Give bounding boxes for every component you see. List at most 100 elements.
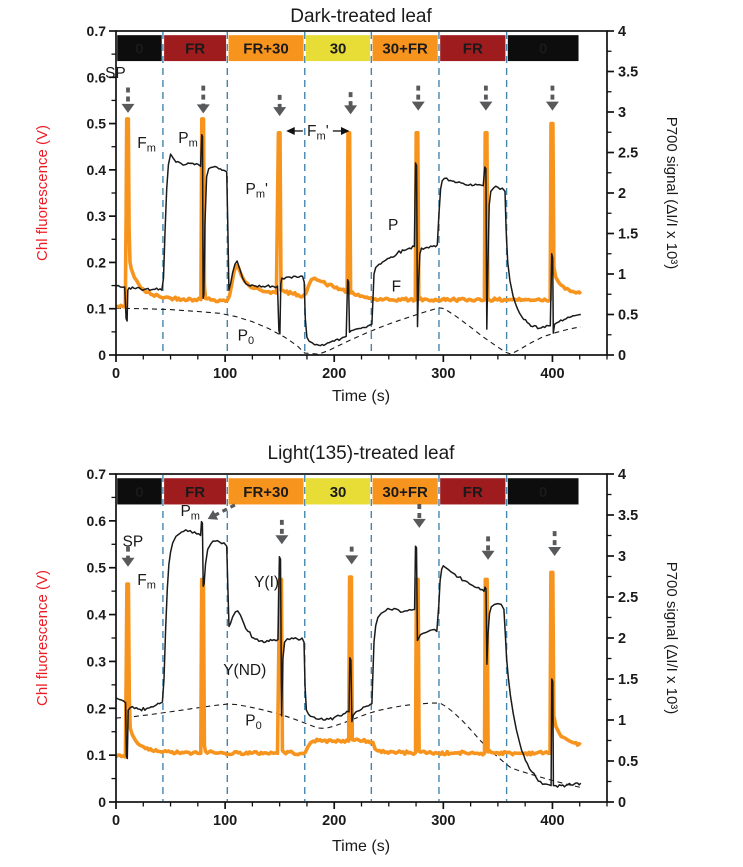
annotation-pm: Pm [178,130,198,150]
trace-p0-baseline [115,307,581,355]
sp-arrow-head [344,105,358,115]
light-bar-label: FR+30 [243,41,288,58]
y-left-tick-label: 0 [98,794,106,810]
light-bar-segment [228,478,304,505]
y-right-tick-label: 3 [618,105,626,121]
y-right-tick-label: 2 [618,186,626,202]
annotation-yi: Y(I) [254,574,279,591]
x-axis-title-dark: Time (s) [332,388,390,405]
sp-arrow-head [479,101,493,111]
annotation-p0: P0 [245,713,261,733]
y-right-tick-label: 3.5 [618,508,638,524]
y-left-tick-label: 0.1 [87,301,107,317]
y-left-tick-label: 0.2 [87,254,107,270]
light-bar-segment [164,35,227,62]
sp-arrow-head [275,535,289,545]
light-bar-segment [117,478,162,505]
annotation-fm: Fm [137,572,156,592]
y-right-tick-label: 3 [618,549,626,565]
light-bar-segment [507,35,579,62]
panel-title-dark: Dark-treated leaf [290,6,432,27]
sp-arrow-head [345,555,359,565]
y-right-tick-label: 0.5 [618,308,638,324]
y-right-tick-label: 2 [618,631,626,647]
annotation-p0: P0 [238,328,254,348]
y-left-tick-label: 0.6 [87,513,107,529]
y-axis-right-title-light: P700 signal (ΔI/I x 10³) [663,562,680,715]
y-right-tick-label: 0.5 [618,754,638,770]
fm-prime-span-right-head [340,126,350,135]
annotation-f: F [392,279,401,296]
annotation-pm: Pm [180,503,200,523]
trace-p0-baseline [115,702,581,789]
trace-p700 [115,520,582,788]
y-right-tick-label: 1.5 [618,672,638,688]
x-tick-label: 400 [540,813,564,829]
y-left-tick-label: 0.5 [87,560,107,576]
pm-pointer-arrow-head [207,509,219,520]
sp-arrow-head [196,104,210,114]
sp-arrow-head [545,101,559,111]
light-bar-segment [507,478,579,505]
sp-arrow-head [273,107,287,117]
light-bar-label: 0 [135,484,143,501]
y-right-tick-label: 1 [618,713,626,729]
light-bar-label: 0 [539,484,547,501]
y-left-tick-label: 0.3 [87,208,107,224]
y-left-tick-label: 0.2 [87,700,107,716]
y-axis-left-title-light: Chl fluorescence (V) [34,570,51,706]
light-bar-segment [117,35,162,62]
x-tick-label: 0 [112,366,120,382]
annotation-fm-prime: Fm' [307,123,329,143]
y-left-tick-label: 0 [98,347,106,363]
panel-title-light: Light(135)-treated leaf [268,443,456,464]
y-right-tick-label: 2.5 [618,590,638,606]
y-right-tick-label: 1 [618,267,626,283]
y-left-tick-label: 0.7 [87,466,107,482]
annotation-p: P [388,217,398,234]
light-bar-label: FR [463,484,483,501]
x-axis-title-light: Time (s) [332,838,390,855]
light-bar-label: 30+FR [382,484,428,501]
y-right-tick-label: 2.5 [618,146,638,162]
trace-fluorescence [115,117,583,309]
sp-arrow-head [481,550,495,560]
x-tick-label: 400 [540,366,564,382]
light-bar-label: 0 [135,41,143,58]
x-tick-label: 200 [322,366,346,382]
y-right-tick-label: 0 [618,348,626,364]
sp-arrow-head [548,547,562,556]
light-bar-label: 30+FR [382,41,428,58]
fm-prime-span-left-head [286,126,295,135]
annotation-pm-prime: Pm' [246,181,269,201]
y-right-tick-label: 3.5 [618,65,638,81]
annotation-ynd: Y(ND) [223,662,266,679]
y-left-tick-label: 0.4 [87,607,107,623]
x-tick-label: 300 [431,366,455,382]
y-axis-left-title-dark: Chl fluorescence (V) [34,125,51,261]
y-left-tick-label: 0.3 [87,653,107,669]
sp-arrow-head [121,103,135,113]
light-bar-label: 0 [539,41,547,58]
x-tick-label: 200 [322,813,346,829]
light-bar-label: FR [185,41,205,58]
y-left-tick-label: 0.4 [87,162,107,178]
trace-fluorescence [114,570,582,759]
y-left-tick-label: 0.5 [87,116,107,132]
y-left-tick-label: 0.1 [87,747,107,763]
light-bar-label: FR [463,41,483,58]
light-bar-segment [305,478,371,505]
y-right-tick-label: 4 [618,24,626,40]
light-bar-segment [440,35,506,62]
y-right-tick-label: 1.5 [618,227,638,243]
light-bar-label: 30 [330,41,347,58]
annotation-fm: Fm [137,135,156,155]
light-bar-segment [440,478,506,505]
light-bar-segment [305,35,371,62]
sp-arrow-head [412,518,426,528]
y-left-tick-label: 0.6 [87,69,107,85]
